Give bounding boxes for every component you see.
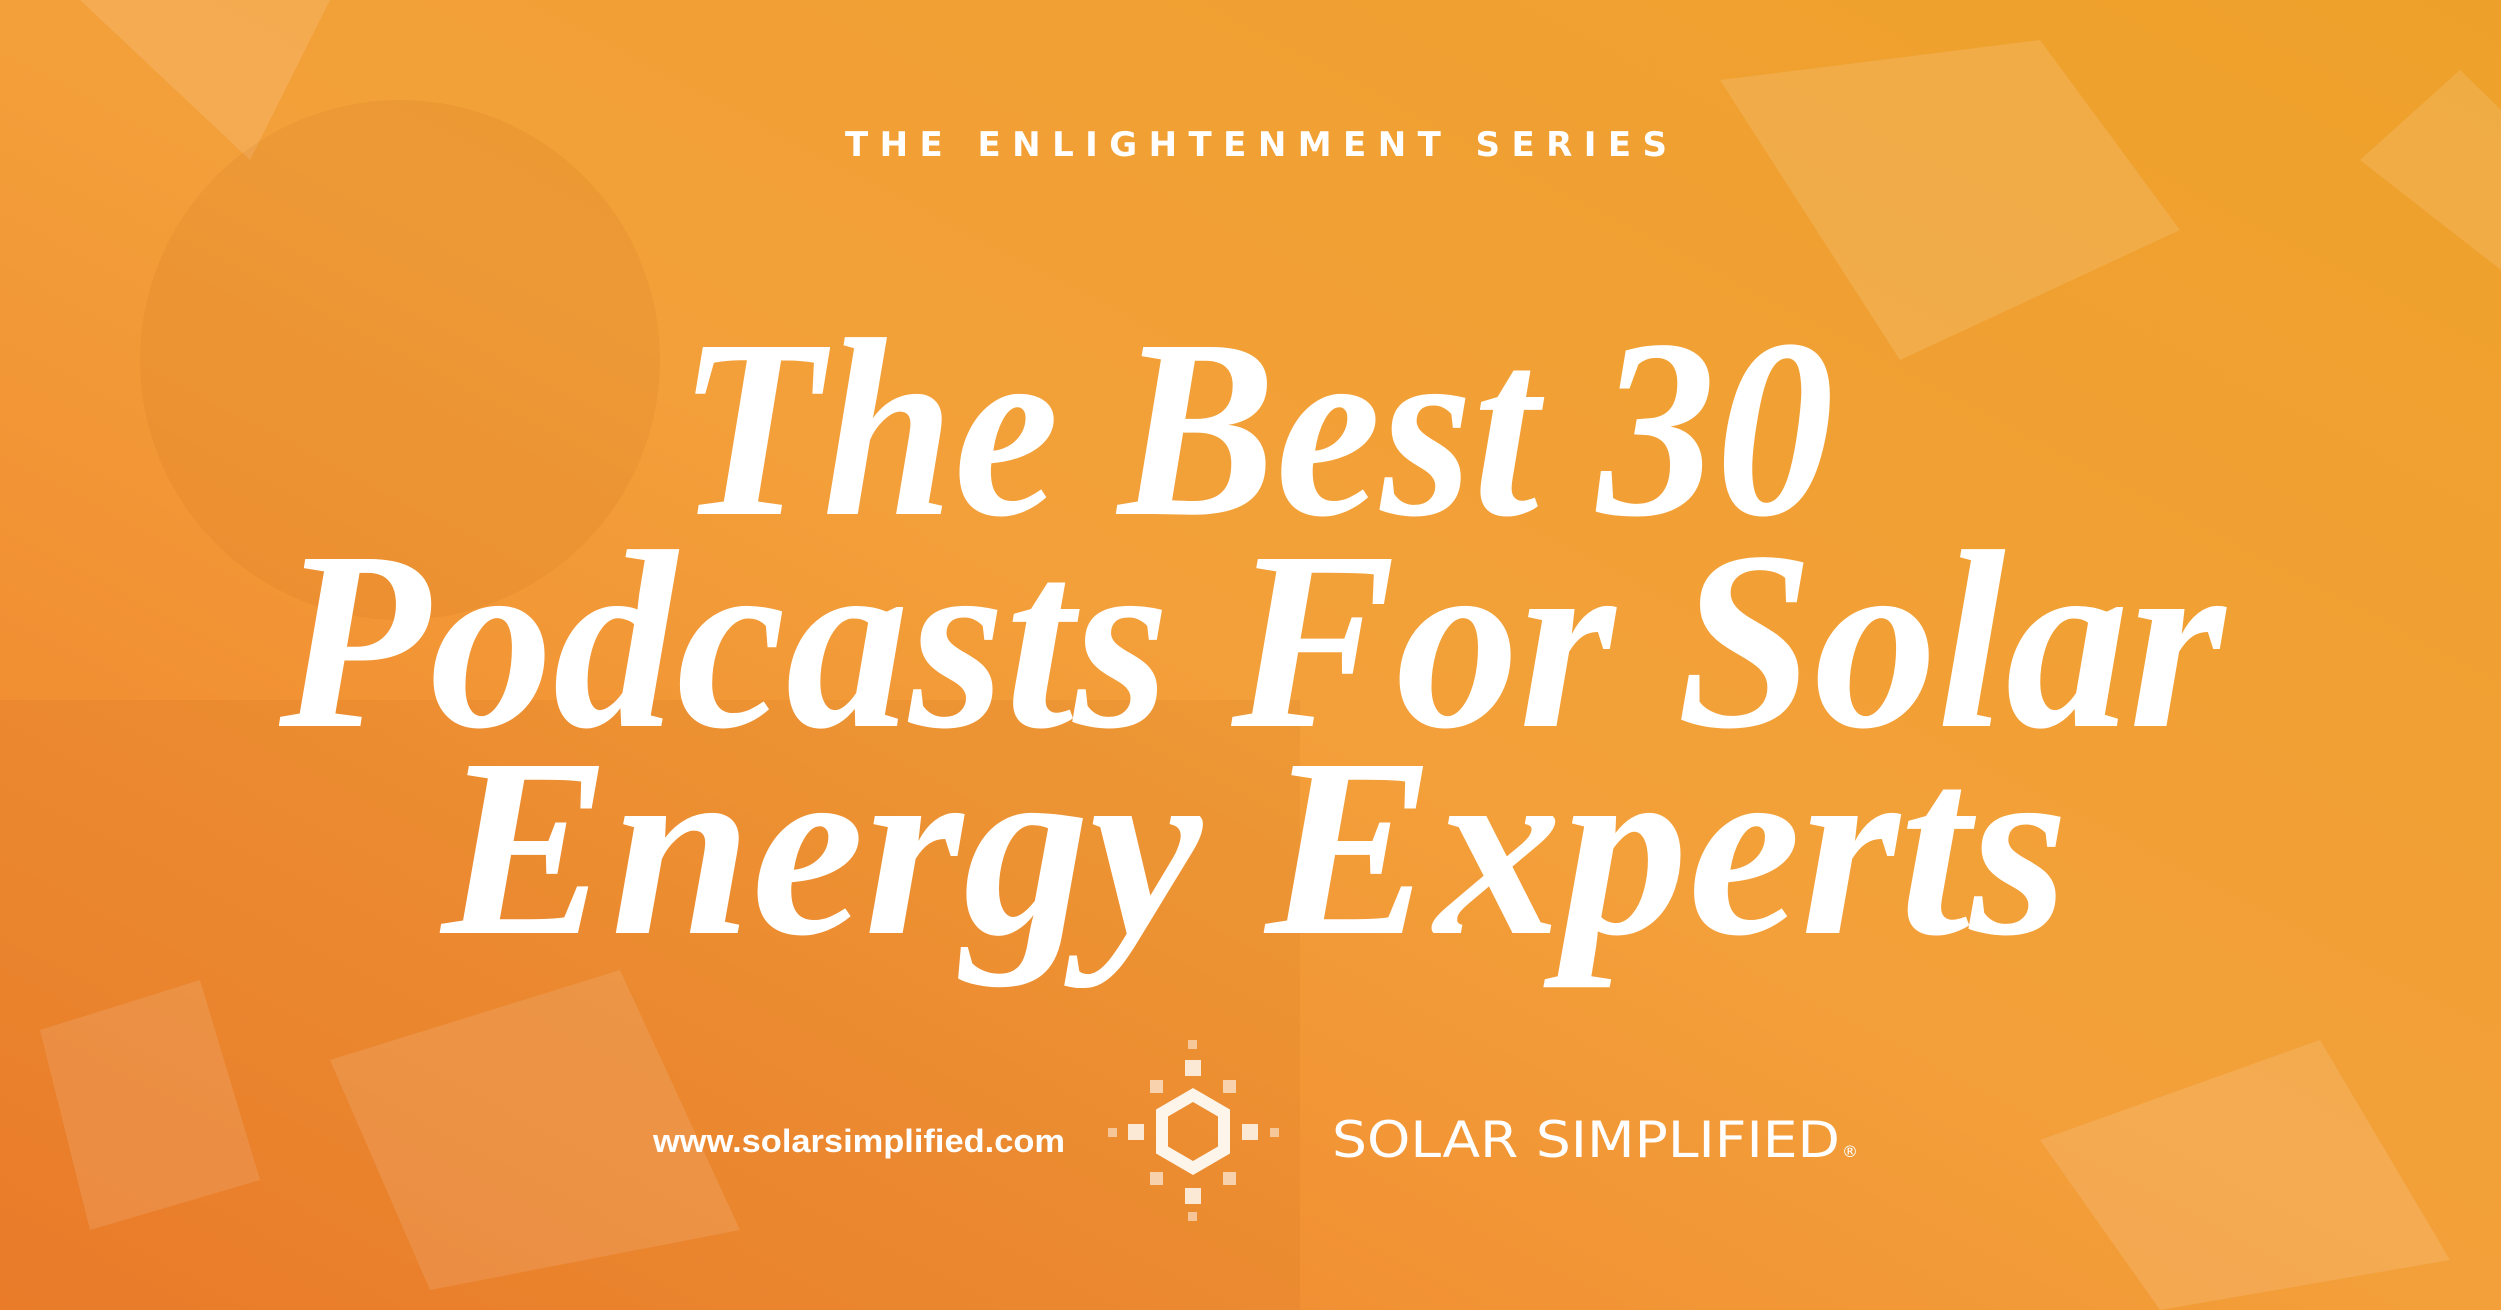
title-line: Podcasts For Solar bbox=[278, 500, 2228, 782]
brand-name: SOLAR SIMPLIFIED bbox=[1332, 1111, 1840, 1169]
decor-dark bbox=[0, 100, 1300, 1310]
title-line: The Best 30 bbox=[678, 288, 1834, 570]
decor bbox=[40, 0, 2501, 1310]
title-line: Energy Experts bbox=[440, 707, 2069, 989]
logo bbox=[1108, 1040, 1279, 1221]
website-url[interactable]: www.solarsimplified.com bbox=[652, 1123, 1065, 1159]
registered-mark: ® bbox=[1842, 1142, 1858, 1161]
